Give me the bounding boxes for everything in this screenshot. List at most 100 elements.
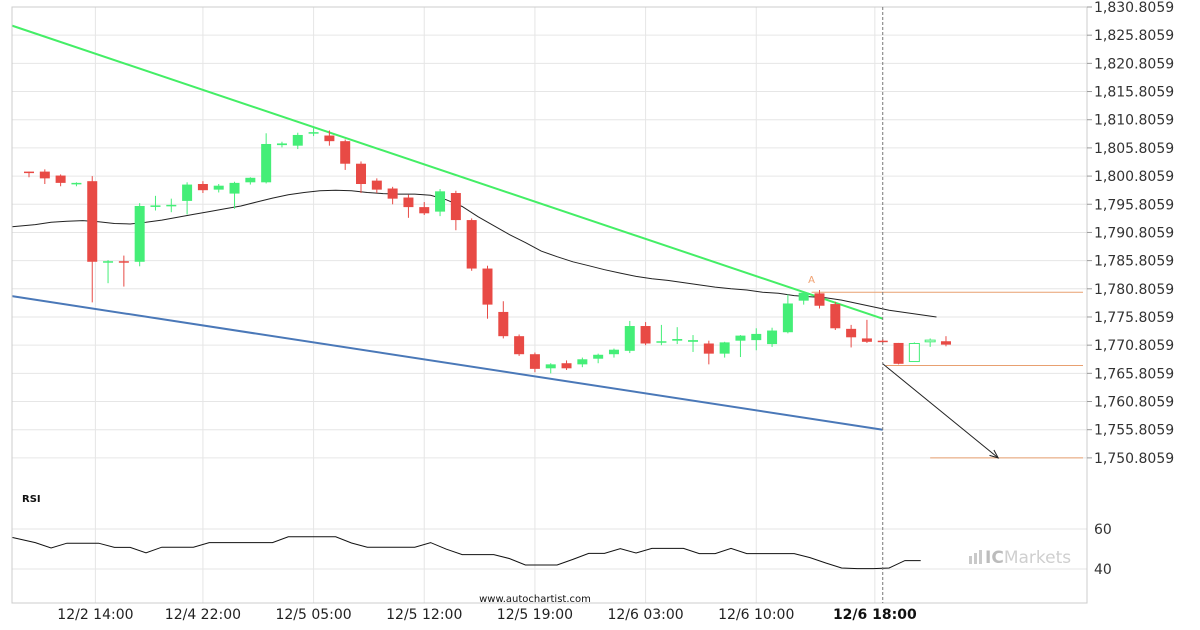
candle bbox=[482, 265, 493, 319]
x-tick-label: 12/6 18:00 bbox=[833, 607, 917, 623]
y-tick-label: 1,825.8059 bbox=[1094, 28, 1174, 44]
candle bbox=[87, 176, 98, 303]
candle bbox=[166, 198, 177, 213]
level-lines bbox=[811, 291, 1083, 459]
y-tick-label: 1,765.8059 bbox=[1094, 366, 1174, 382]
y-tick-label: 1,760.8059 bbox=[1094, 395, 1174, 411]
candle-body bbox=[830, 304, 841, 329]
candle bbox=[245, 177, 256, 185]
candle-body bbox=[814, 293, 825, 306]
candle bbox=[545, 363, 556, 374]
candle-body bbox=[197, 184, 208, 191]
candle-body bbox=[514, 336, 525, 355]
candle bbox=[688, 335, 699, 352]
candle bbox=[229, 181, 240, 209]
x-tick-label: 12/4 22:00 bbox=[165, 607, 241, 623]
y-tick-label: 1,830.8059 bbox=[1094, 0, 1174, 16]
candle bbox=[751, 328, 762, 351]
candle bbox=[593, 353, 604, 364]
y-tick-label: 1,795.8059 bbox=[1094, 197, 1174, 213]
candle bbox=[71, 182, 82, 187]
candle bbox=[830, 301, 841, 330]
candle bbox=[213, 184, 224, 193]
candle bbox=[514, 334, 525, 356]
candle bbox=[24, 171, 34, 178]
candle bbox=[371, 178, 382, 194]
candle-body bbox=[719, 342, 730, 354]
candle-body bbox=[688, 340, 699, 342]
candle bbox=[624, 320, 635, 354]
candle bbox=[324, 130, 335, 146]
candle-body bbox=[213, 185, 224, 190]
candle-body bbox=[71, 182, 82, 185]
y-tick-label: 1,755.8059 bbox=[1094, 423, 1174, 439]
candle-body bbox=[498, 311, 509, 337]
candle bbox=[134, 203, 145, 267]
candle bbox=[403, 194, 414, 218]
y-tick-label: 1,750.8059 bbox=[1094, 451, 1174, 467]
moving-average-line bbox=[11, 189, 937, 318]
candle bbox=[719, 341, 730, 358]
candle-body bbox=[292, 134, 303, 146]
candle-body bbox=[39, 171, 50, 179]
candle bbox=[656, 324, 667, 346]
resistance-trendline bbox=[11, 24, 884, 320]
candle-body bbox=[450, 193, 461, 221]
forecast-arrow-head bbox=[989, 449, 1000, 459]
grid-layer bbox=[12, 6, 1087, 603]
y-tick-label: 1,800.8059 bbox=[1094, 169, 1174, 185]
candle-body bbox=[751, 333, 762, 341]
source-url[interactable]: www.autochartist.com bbox=[479, 594, 591, 605]
candle bbox=[798, 291, 809, 305]
plot-frame bbox=[11, 6, 1088, 604]
y-tick-label: 1,820.8059 bbox=[1094, 56, 1174, 72]
candle bbox=[55, 174, 66, 187]
candle-body bbox=[466, 220, 477, 269]
rsi-tick-label: 60 bbox=[1094, 522, 1112, 538]
candle-body bbox=[182, 184, 193, 201]
candles bbox=[24, 127, 951, 374]
x-tick-label: 12/6 10:00 bbox=[718, 607, 794, 623]
candle bbox=[640, 322, 651, 346]
trendlines bbox=[11, 24, 884, 431]
candle bbox=[308, 127, 319, 137]
candle bbox=[103, 260, 114, 284]
brand-name: ICMarkets bbox=[985, 548, 1071, 568]
support-trendline bbox=[11, 295, 883, 431]
candle-body bbox=[545, 364, 556, 369]
candle-body bbox=[387, 188, 398, 199]
candle bbox=[182, 182, 193, 215]
candle-body bbox=[798, 292, 809, 301]
candle-body bbox=[356, 163, 367, 185]
y-tick-label: 1,780.8059 bbox=[1094, 282, 1174, 298]
x-tick-label: 12/5 05:00 bbox=[275, 607, 351, 623]
candle bbox=[419, 202, 430, 216]
candle-body bbox=[150, 205, 161, 207]
candle bbox=[292, 132, 303, 150]
candle bbox=[197, 181, 208, 194]
pattern-point-label: A bbox=[808, 275, 815, 286]
candle-body bbox=[861, 338, 872, 342]
candle bbox=[735, 335, 746, 358]
candle bbox=[861, 319, 872, 343]
candle bbox=[261, 133, 272, 184]
candle-body bbox=[703, 343, 714, 354]
candle-body bbox=[435, 191, 446, 212]
candle bbox=[608, 348, 619, 358]
candle bbox=[814, 289, 825, 309]
candle-body bbox=[245, 177, 256, 183]
candle-body bbox=[624, 326, 635, 351]
candle bbox=[561, 360, 572, 370]
candle-body bbox=[308, 132, 319, 134]
candle-body bbox=[640, 326, 651, 344]
rsi-grid-layer bbox=[12, 528, 1087, 570]
brand-watermark: ICMarkets bbox=[969, 548, 1071, 568]
candle bbox=[450, 190, 461, 231]
x-tick-label: 12/6 03:00 bbox=[607, 607, 683, 623]
moving-average bbox=[11, 189, 937, 318]
candle-body bbox=[261, 143, 272, 183]
candle bbox=[767, 327, 778, 347]
candle-body bbox=[893, 342, 904, 364]
